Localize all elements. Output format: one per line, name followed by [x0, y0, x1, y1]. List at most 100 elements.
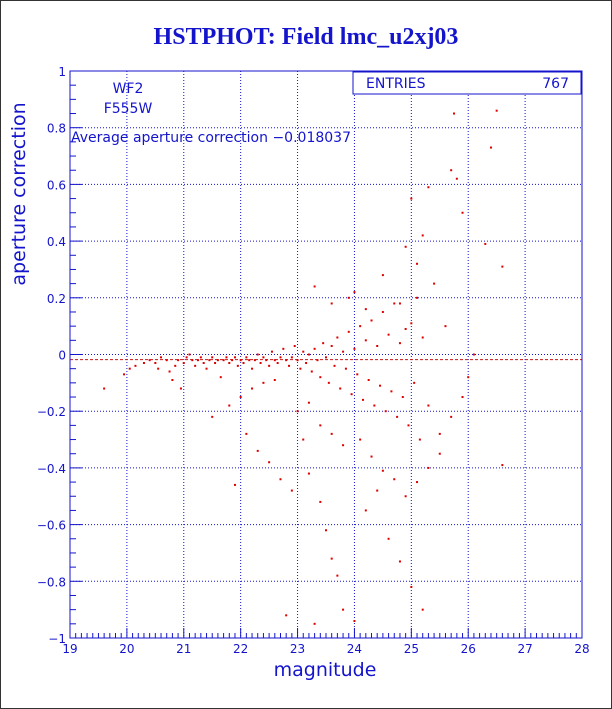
data-point [353, 619, 356, 622]
y-tick-label: −0.8 [37, 575, 66, 589]
data-point [276, 362, 279, 365]
data-point [142, 362, 145, 365]
data-point [233, 483, 236, 486]
y-axis-title: aperture correction [8, 102, 30, 285]
data-point [236, 364, 239, 367]
data-point [316, 359, 319, 362]
y-tick-label: 0.6 [47, 178, 66, 192]
data-point [427, 466, 430, 469]
data-point [472, 353, 475, 356]
data-point [239, 359, 242, 362]
data-point [174, 364, 177, 367]
y-tick-label: −0.4 [37, 462, 66, 476]
y-tick-label: −0.6 [37, 519, 66, 533]
data-point [356, 373, 359, 376]
data-point [387, 537, 390, 540]
data-point [501, 464, 504, 467]
data-point [393, 302, 396, 305]
points-layer [103, 109, 504, 625]
data-point [364, 339, 367, 342]
data-point [322, 342, 325, 345]
y-tick-label: 1 [58, 65, 66, 79]
data-point [202, 362, 205, 365]
data-point [333, 364, 336, 367]
data-point [296, 359, 299, 362]
data-point [307, 401, 310, 404]
data-point [188, 353, 191, 356]
data-point [398, 302, 401, 305]
data-point [197, 359, 199, 362]
data-point [367, 379, 370, 382]
data-point [342, 444, 345, 447]
data-point [319, 500, 322, 503]
data-point [251, 367, 254, 370]
data-point [225, 356, 228, 359]
data-point [361, 398, 364, 401]
data-point [359, 438, 362, 441]
data-point [379, 384, 382, 387]
data-point [282, 347, 285, 350]
data-point [290, 356, 293, 359]
data-point [171, 379, 174, 382]
x-tick-label: 24 [347, 642, 362, 656]
ticks-layer: 19 20 21 22 23 24 25 26 27 28 −1 −0.8 −0.6 −0.4 −0.2 0 0… [37, 65, 590, 656]
data-point [194, 364, 197, 367]
data-point [302, 438, 305, 441]
data-point [325, 529, 327, 532]
y-tick-label: 0.4 [47, 235, 66, 249]
y-tick-label: 0 [58, 349, 66, 363]
data-point [381, 310, 384, 313]
x-tick-label: 19 [62, 642, 77, 656]
data-point [347, 296, 350, 299]
average-label: Average aperture correction −0.018037 [71, 130, 351, 146]
data-point [165, 359, 168, 362]
data-point [148, 359, 151, 362]
data-point [393, 478, 396, 481]
entries-value: 767 [542, 76, 569, 92]
data-point [160, 356, 163, 359]
data-point [245, 356, 248, 359]
data-point [179, 387, 182, 390]
data-point [134, 364, 137, 367]
data-point [177, 359, 180, 362]
data-point [336, 336, 339, 339]
data-point [259, 362, 262, 365]
data-point [438, 452, 441, 455]
data-point [211, 356, 214, 359]
data-point [410, 197, 413, 200]
data-point [231, 359, 234, 362]
data-point [330, 432, 333, 435]
data-point [288, 364, 291, 367]
data-point [418, 438, 421, 441]
data-point [410, 585, 413, 588]
y-tick-label: 0.8 [47, 122, 66, 136]
data-point [208, 359, 211, 362]
data-point [407, 424, 410, 427]
data-point [199, 356, 202, 359]
data-point [307, 353, 310, 356]
x-tick-label: 22 [233, 642, 248, 656]
data-point [285, 614, 288, 617]
data-point [421, 608, 424, 611]
data-point [421, 234, 424, 237]
x-tick-label: 25 [404, 642, 419, 656]
data-point [330, 302, 333, 305]
data-point [270, 350, 273, 353]
data-point [279, 478, 282, 481]
data-point [330, 557, 333, 560]
data-point [384, 410, 387, 413]
data-point [262, 381, 265, 384]
y-tick-label: −0.2 [37, 405, 66, 419]
data-point [484, 242, 487, 245]
data-point [433, 282, 436, 285]
data-point [228, 362, 231, 365]
data-point [350, 393, 353, 396]
x-tick-label: 20 [119, 642, 134, 656]
data-point [268, 461, 271, 464]
data-point [390, 390, 393, 393]
data-point [342, 350, 345, 353]
data-point [222, 359, 225, 362]
data-point [245, 432, 248, 435]
data-point [325, 356, 327, 359]
data-point [268, 364, 271, 367]
